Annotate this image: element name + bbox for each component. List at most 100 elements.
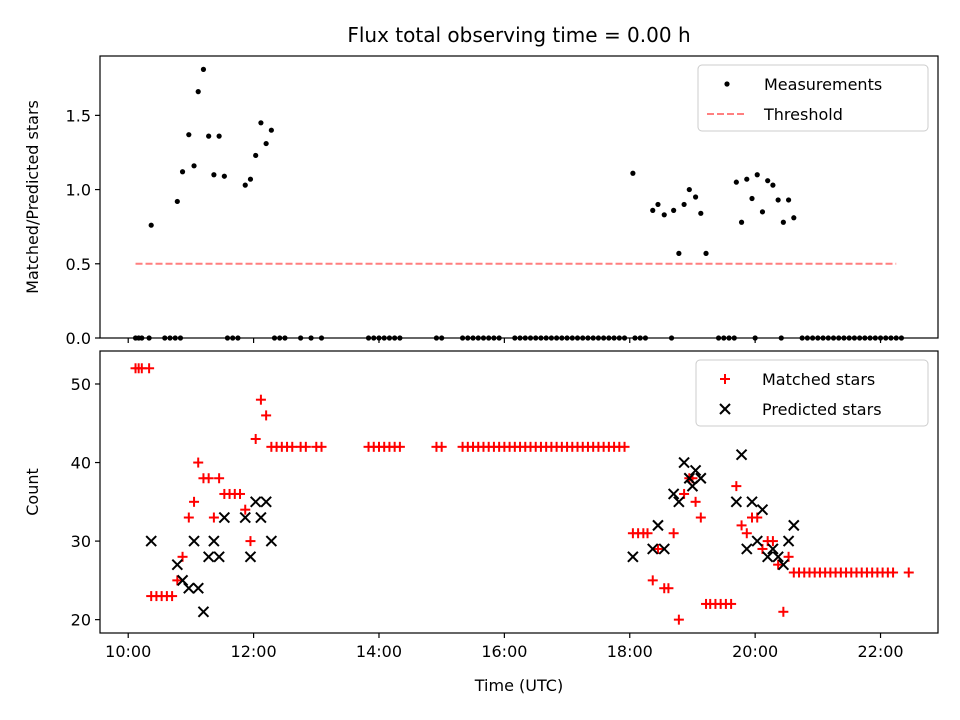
data-point: [186, 132, 192, 138]
x-tick-label: 16:00: [481, 642, 527, 661]
data-point: [782, 535, 795, 547]
data-point: [772, 551, 784, 563]
data-point: [673, 496, 685, 508]
data-point: [749, 195, 755, 202]
x-stroke-b: [761, 551, 774, 563]
data-point: [240, 504, 251, 515]
legend-label: Predicted stars: [762, 400, 882, 419]
data-point: [202, 551, 215, 563]
data-point: [744, 176, 750, 182]
legend-label: Measurements: [764, 75, 882, 94]
data-point: [188, 535, 200, 547]
data-point: [686, 186, 692, 193]
x-tick-label: 18:00: [607, 642, 653, 661]
data-point: [726, 598, 737, 609]
y-tick-label: 30: [71, 532, 91, 551]
data-point: [731, 481, 742, 492]
x-stroke-b: [197, 606, 210, 618]
data-point: [195, 89, 201, 95]
data-point: [300, 441, 311, 452]
y-tick-label: 40: [71, 454, 91, 473]
x-stroke-b: [188, 535, 200, 547]
data-point: [698, 210, 704, 216]
data-point: [218, 511, 231, 524]
y-axis-label: Count: [23, 468, 42, 516]
data-point: [287, 441, 298, 452]
y-tick-label: 1.5: [66, 106, 91, 125]
data-point: [775, 197, 781, 203]
y-tick-label: 0.5: [66, 255, 91, 274]
x-stroke-b: [678, 456, 690, 469]
data-point: [208, 512, 219, 523]
data-point: [650, 207, 656, 213]
data-point: [770, 182, 776, 188]
top-panel: 0.0 0.5 1.0 1.5 Matched/Predicted stars Measu…: [23, 55, 939, 348]
legend-swatch: [720, 374, 730, 384]
data-point: [265, 535, 278, 547]
data-point: [192, 582, 204, 594]
x-stroke-b: [719, 403, 731, 415]
data-point: [263, 140, 269, 147]
data-point: [242, 182, 248, 188]
data-point: [253, 152, 259, 159]
data-point: [765, 178, 771, 184]
y-tick-label: 50: [71, 375, 91, 394]
data-point: [652, 519, 664, 532]
legend: Measurements Threshold: [697, 64, 929, 132]
x-stroke-b: [658, 543, 670, 555]
legend-label: Matched stars: [762, 370, 875, 389]
data-point: [258, 120, 264, 126]
x-stroke-b: [145, 535, 157, 547]
data-point: [667, 488, 680, 500]
x-stroke-b: [782, 535, 795, 547]
data-point: [642, 528, 653, 539]
data-point: [244, 551, 257, 563]
data-point: [673, 614, 684, 625]
data-point: [179, 169, 186, 175]
data-point: [255, 511, 267, 524]
data-point: [268, 127, 274, 133]
data-point: [183, 512, 194, 523]
data-point: [261, 410, 272, 421]
x-stroke-b: [741, 543, 753, 555]
x-stroke-b: [647, 543, 659, 555]
x-tick-label: 10:00: [105, 642, 151, 661]
data-point: [663, 583, 674, 594]
data-point: [145, 535, 157, 547]
x-stroke-b: [652, 519, 664, 532]
data-point: [678, 456, 690, 469]
data-point: [658, 543, 670, 555]
data-point: [767, 536, 778, 547]
data-point: [676, 250, 682, 256]
x-stroke-b: [746, 496, 758, 508]
x-stroke-b: [683, 472, 696, 484]
data-point: [756, 503, 769, 516]
data-point: [773, 559, 784, 570]
x-stroke-b: [265, 535, 278, 547]
x-stroke-b: [756, 503, 769, 516]
data-point: [213, 551, 225, 563]
x-stroke-b: [260, 496, 272, 508]
data-point: [200, 66, 207, 72]
x-stroke-b: [255, 511, 267, 524]
x-tick-label: 12:00: [231, 642, 277, 661]
data-point: [394, 441, 405, 452]
series-1: [145, 448, 800, 618]
data-point: [208, 535, 220, 547]
y-axis-label: Matched/Predicted stars: [23, 100, 42, 294]
x-tick-label: 20:00: [732, 642, 778, 661]
x-stroke-b: [695, 472, 707, 484]
x-axis-label: Time (UTC): [474, 676, 563, 695]
data-point: [741, 543, 753, 555]
data-point: [777, 558, 790, 571]
data-point: [167, 591, 178, 602]
x-stroke-b: [208, 535, 220, 547]
data-point: [216, 133, 222, 139]
legend-box: [697, 64, 929, 132]
legend-label: Threshold: [763, 105, 843, 124]
data-point: [148, 222, 154, 228]
x-stroke-b: [730, 496, 743, 508]
data-point: [780, 219, 786, 225]
legend-box: [695, 359, 929, 427]
x-stroke-b: [192, 582, 204, 594]
